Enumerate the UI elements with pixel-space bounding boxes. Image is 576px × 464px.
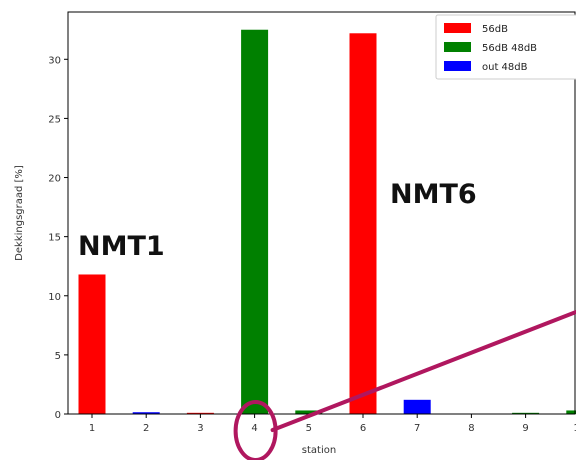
- legend-swatch-out-48db: [444, 61, 471, 71]
- y-tick-label: 20: [48, 174, 61, 185]
- x-tick-label: 3: [197, 423, 203, 434]
- x-tick-label: 6: [360, 423, 366, 434]
- x-tick-label: 8: [468, 423, 474, 434]
- x-tick-label: 4: [251, 423, 257, 434]
- bar-56db-station-1: [79, 274, 106, 414]
- x-tick-label: 7: [414, 423, 420, 434]
- x-tick-label: 9: [522, 423, 528, 434]
- y-tick-label: 15: [48, 233, 61, 244]
- x-axis-label: station: [302, 445, 336, 456]
- legend-label: out 48dB: [482, 62, 528, 73]
- annotation-nmt1: NMT1: [78, 231, 165, 262]
- y-tick-label: 10: [48, 292, 61, 303]
- bar-56db-station-6: [350, 33, 377, 414]
- legend-swatch-56db: [444, 23, 471, 33]
- bar-56db-48db-station-4: [241, 30, 268, 414]
- legend-label: 56dB 48dB: [482, 43, 537, 54]
- legend: 56dB 56dB 48dB out 48dB: [436, 15, 576, 79]
- y-tick-label: 0: [55, 410, 61, 421]
- y-tick-label: 25: [48, 114, 61, 125]
- legend-swatch-56db-48db: [444, 42, 471, 52]
- x-tick-label: 1: [89, 423, 95, 434]
- bar-out-48db-station-7: [404, 400, 431, 414]
- y-axis-label: Dekkingsgraad [%]: [14, 165, 25, 261]
- legend-label: 56dB: [482, 24, 508, 35]
- x-tick-label: 2: [143, 423, 149, 434]
- y-tick-label: 5: [55, 351, 61, 362]
- annotation-nmt6: NMT6: [390, 179, 477, 210]
- x-tick-label: 5: [306, 423, 312, 434]
- y-tick-label: 30: [48, 55, 61, 66]
